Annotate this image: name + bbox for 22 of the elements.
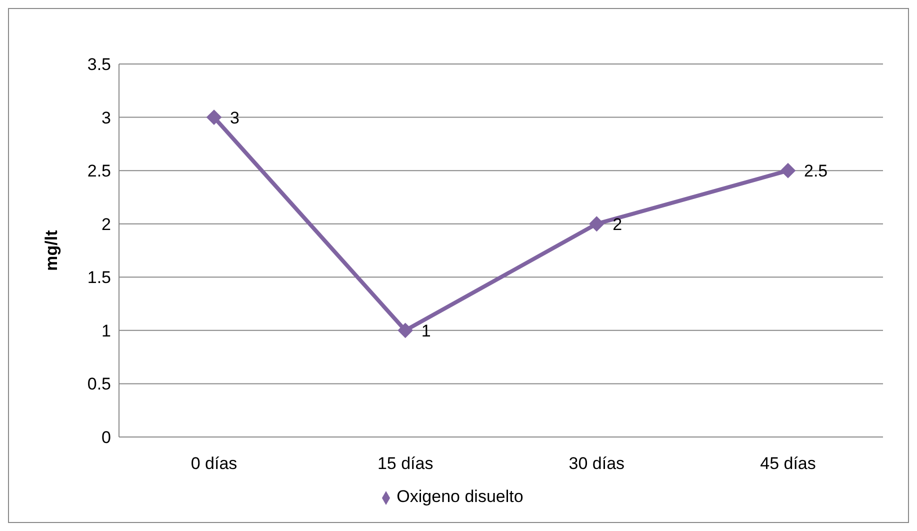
y-tick-label: 3.5 <box>87 55 111 74</box>
x-tick-label: 45 días <box>760 454 816 474</box>
y-tick-label: 0.5 <box>87 374 111 394</box>
y-tick-label: 3 <box>102 108 111 128</box>
x-tick-label: 15 días <box>377 454 434 474</box>
y-tick-label: 2 <box>102 214 111 234</box>
point <box>780 163 796 178</box>
data-label: 1 <box>421 321 431 340</box>
y-axis-title: mg/lt <box>42 230 62 271</box>
y-tick-label: 1 <box>102 321 111 340</box>
legend-label: Oxigeno disuelto <box>396 487 524 506</box>
x-tick-label: 30 días <box>568 454 625 474</box>
data-label: 2.5 <box>804 162 828 181</box>
point <box>398 322 413 338</box>
y-tick-label: 1.5 <box>87 268 111 288</box>
point <box>589 216 604 232</box>
point <box>206 110 222 125</box>
y-tick-label: 2.5 <box>87 162 111 181</box>
y-tick-label: 0 <box>102 428 111 448</box>
x-tick-label: 0 días <box>190 454 238 474</box>
data-label: 3 <box>230 108 240 128</box>
data-label: 2 <box>612 214 622 234</box>
